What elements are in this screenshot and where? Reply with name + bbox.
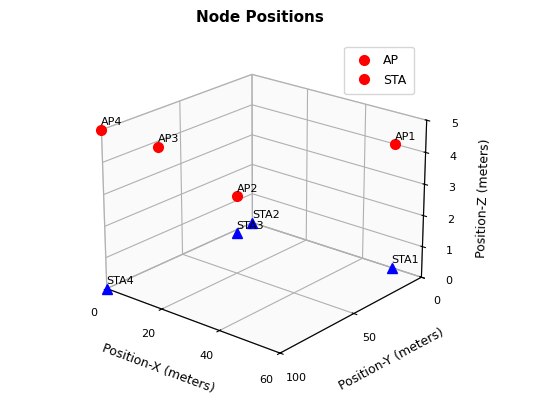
X-axis label: Position-X (meters): Position-X (meters) (101, 341, 217, 395)
Title: Node Positions: Node Positions (197, 10, 324, 26)
Y-axis label: Position-Y (meters): Position-Y (meters) (337, 326, 446, 392)
Legend: AP, STA: AP, STA (344, 47, 414, 94)
